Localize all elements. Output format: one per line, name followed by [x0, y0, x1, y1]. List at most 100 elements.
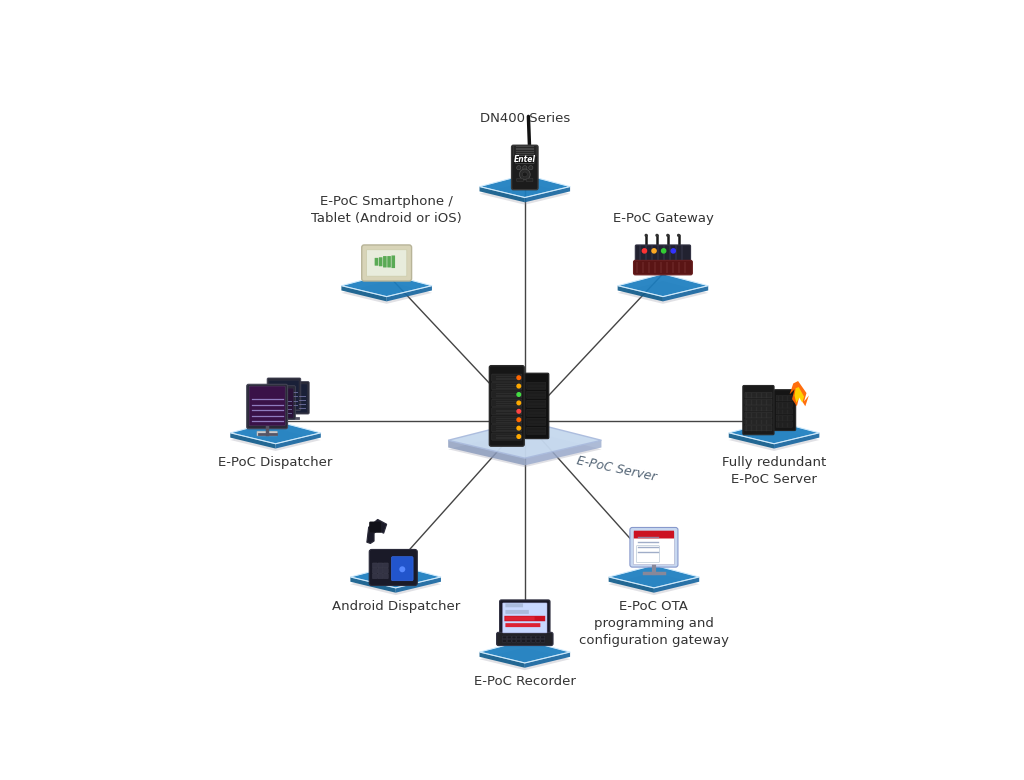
FancyBboxPatch shape [383, 256, 387, 268]
FancyBboxPatch shape [373, 574, 378, 579]
Circle shape [645, 235, 647, 236]
Circle shape [642, 249, 646, 253]
Polygon shape [729, 421, 819, 444]
FancyBboxPatch shape [506, 610, 528, 614]
FancyBboxPatch shape [497, 633, 553, 646]
Polygon shape [654, 577, 699, 593]
Circle shape [662, 249, 666, 253]
FancyBboxPatch shape [526, 418, 546, 425]
Text: DN400 Series: DN400 Series [479, 112, 570, 126]
FancyBboxPatch shape [370, 549, 418, 586]
Polygon shape [774, 433, 819, 448]
Text: Entel: Entel [514, 155, 536, 164]
FancyBboxPatch shape [526, 636, 530, 639]
FancyBboxPatch shape [492, 416, 522, 424]
Polygon shape [350, 565, 441, 588]
Polygon shape [275, 433, 321, 448]
FancyBboxPatch shape [500, 600, 550, 636]
FancyBboxPatch shape [383, 574, 388, 579]
Polygon shape [350, 577, 395, 593]
Polygon shape [608, 565, 699, 588]
Circle shape [667, 235, 669, 236]
Polygon shape [608, 573, 699, 595]
FancyBboxPatch shape [375, 258, 378, 266]
FancyBboxPatch shape [492, 399, 522, 406]
FancyBboxPatch shape [536, 640, 540, 642]
FancyBboxPatch shape [503, 636, 506, 639]
FancyBboxPatch shape [521, 636, 525, 639]
Polygon shape [524, 186, 570, 202]
Circle shape [517, 418, 520, 421]
FancyBboxPatch shape [492, 408, 522, 415]
FancyBboxPatch shape [506, 603, 523, 608]
FancyBboxPatch shape [526, 410, 546, 417]
Polygon shape [449, 430, 601, 467]
FancyBboxPatch shape [637, 546, 659, 562]
FancyBboxPatch shape [506, 616, 535, 621]
FancyBboxPatch shape [536, 636, 540, 639]
Circle shape [522, 165, 527, 170]
FancyBboxPatch shape [249, 386, 285, 426]
Circle shape [656, 235, 657, 236]
FancyBboxPatch shape [278, 384, 307, 413]
FancyBboxPatch shape [744, 425, 772, 431]
FancyBboxPatch shape [503, 640, 506, 642]
FancyBboxPatch shape [531, 636, 536, 639]
FancyBboxPatch shape [776, 409, 793, 414]
FancyBboxPatch shape [492, 424, 522, 432]
Polygon shape [617, 285, 663, 301]
Polygon shape [367, 519, 387, 544]
Polygon shape [617, 274, 709, 296]
FancyBboxPatch shape [630, 527, 678, 567]
FancyBboxPatch shape [370, 522, 381, 533]
FancyBboxPatch shape [492, 382, 522, 390]
FancyBboxPatch shape [367, 250, 407, 276]
FancyBboxPatch shape [507, 640, 511, 642]
FancyBboxPatch shape [503, 603, 547, 633]
FancyBboxPatch shape [531, 640, 536, 642]
FancyBboxPatch shape [391, 557, 413, 580]
FancyBboxPatch shape [267, 378, 301, 410]
Polygon shape [729, 433, 774, 448]
Polygon shape [479, 182, 570, 204]
FancyBboxPatch shape [526, 382, 546, 389]
Circle shape [517, 434, 520, 438]
Text: E-PoC Recorder: E-PoC Recorder [474, 675, 575, 688]
Polygon shape [230, 433, 275, 448]
Circle shape [517, 376, 520, 380]
Polygon shape [479, 186, 524, 202]
FancyBboxPatch shape [526, 640, 530, 642]
FancyBboxPatch shape [247, 385, 288, 429]
FancyBboxPatch shape [774, 390, 796, 431]
Polygon shape [479, 175, 570, 197]
Polygon shape [790, 381, 809, 406]
FancyBboxPatch shape [378, 574, 383, 579]
Polygon shape [617, 281, 709, 304]
FancyBboxPatch shape [492, 391, 522, 398]
FancyBboxPatch shape [373, 563, 378, 568]
Circle shape [527, 147, 532, 152]
FancyBboxPatch shape [742, 385, 774, 434]
Text: E-PoC Dispatcher: E-PoC Dispatcher [218, 456, 333, 469]
FancyBboxPatch shape [744, 399, 772, 404]
Circle shape [522, 172, 527, 177]
Text: Fully redundant
E-PoC Server: Fully redundant E-PoC Server [722, 456, 826, 486]
Circle shape [517, 401, 520, 405]
Polygon shape [663, 285, 709, 301]
Circle shape [519, 169, 530, 180]
Polygon shape [350, 573, 441, 595]
FancyBboxPatch shape [275, 381, 309, 414]
Text: E-PoC Smartphone /
Tablet (Android or iOS): E-PoC Smartphone / Tablet (Android or iO… [311, 194, 462, 225]
FancyBboxPatch shape [524, 373, 549, 438]
FancyBboxPatch shape [521, 640, 525, 642]
FancyBboxPatch shape [263, 388, 294, 418]
FancyBboxPatch shape [391, 256, 395, 268]
FancyBboxPatch shape [517, 179, 523, 182]
FancyBboxPatch shape [541, 640, 545, 642]
FancyBboxPatch shape [526, 392, 546, 399]
Polygon shape [524, 652, 570, 668]
Circle shape [678, 235, 680, 236]
Circle shape [517, 410, 520, 413]
FancyBboxPatch shape [262, 386, 295, 420]
FancyBboxPatch shape [378, 569, 383, 573]
